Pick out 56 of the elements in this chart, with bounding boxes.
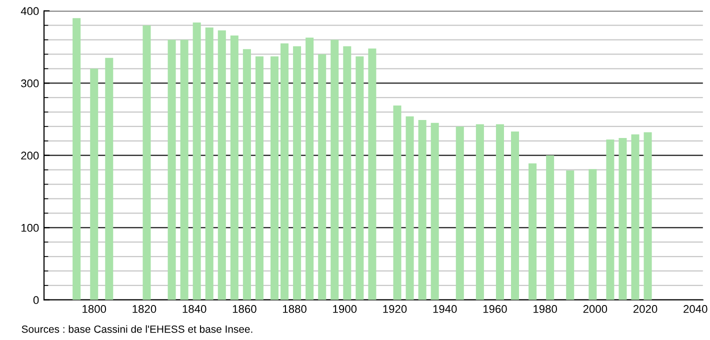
y-tick-label: 0 — [33, 296, 39, 304]
y-tick-label: 100 — [21, 224, 39, 232]
bar — [430, 122, 439, 300]
bar — [368, 48, 376, 300]
bar — [566, 170, 574, 300]
bar — [330, 40, 339, 300]
bar — [456, 126, 464, 300]
bar — [180, 40, 188, 300]
bar — [105, 58, 114, 300]
bar — [230, 35, 238, 300]
bar — [546, 155, 554, 300]
x-tick-label: 1940 — [433, 305, 457, 313]
bar — [588, 169, 597, 300]
bar — [72, 18, 81, 300]
x-tick-label: 2020 — [633, 305, 658, 313]
bar — [255, 56, 264, 300]
bar — [306, 38, 314, 300]
bar — [192, 22, 201, 300]
bar — [496, 124, 504, 300]
x-tick-label: 1900 — [333, 305, 357, 313]
bar — [142, 25, 151, 300]
bar — [242, 49, 251, 300]
bar — [343, 46, 352, 300]
bar — [280, 43, 289, 300]
source-note: Sources : base Cassini de l'EHESS et base Insee. — [22, 325, 252, 333]
bar — [606, 139, 614, 300]
bar — [406, 116, 414, 300]
bar — [511, 132, 520, 300]
y-tick-label: 300 — [21, 79, 39, 88]
x-tick-label: 1840 — [182, 305, 206, 313]
bar — [644, 132, 652, 300]
x-tick-label: 1880 — [283, 305, 306, 313]
bar — [631, 134, 640, 300]
bar — [205, 28, 214, 300]
bar — [218, 30, 226, 300]
x-tick-label: 1960 — [483, 305, 507, 313]
bar — [528, 163, 537, 300]
y-tick-label: 400 — [20, 7, 39, 16]
x-tick-label: 2040 — [684, 305, 708, 313]
bar — [318, 54, 326, 300]
bar — [476, 124, 484, 300]
y-tick-label: 200 — [21, 152, 39, 160]
bar — [270, 56, 279, 300]
bar — [618, 138, 627, 300]
bar — [356, 56, 364, 300]
x-tick-label: 1860 — [232, 305, 256, 313]
bar — [393, 106, 402, 300]
bar — [293, 46, 302, 300]
x-tick-label: 1980 — [534, 305, 557, 313]
x-tick-label: 2000 — [583, 305, 608, 313]
bar — [90, 68, 98, 300]
x-tick-label: 1800 — [82, 305, 106, 313]
bar — [418, 120, 426, 300]
bar — [168, 40, 176, 300]
x-tick-label: 1820 — [132, 305, 156, 313]
x-tick-label: 1920 — [383, 305, 407, 313]
